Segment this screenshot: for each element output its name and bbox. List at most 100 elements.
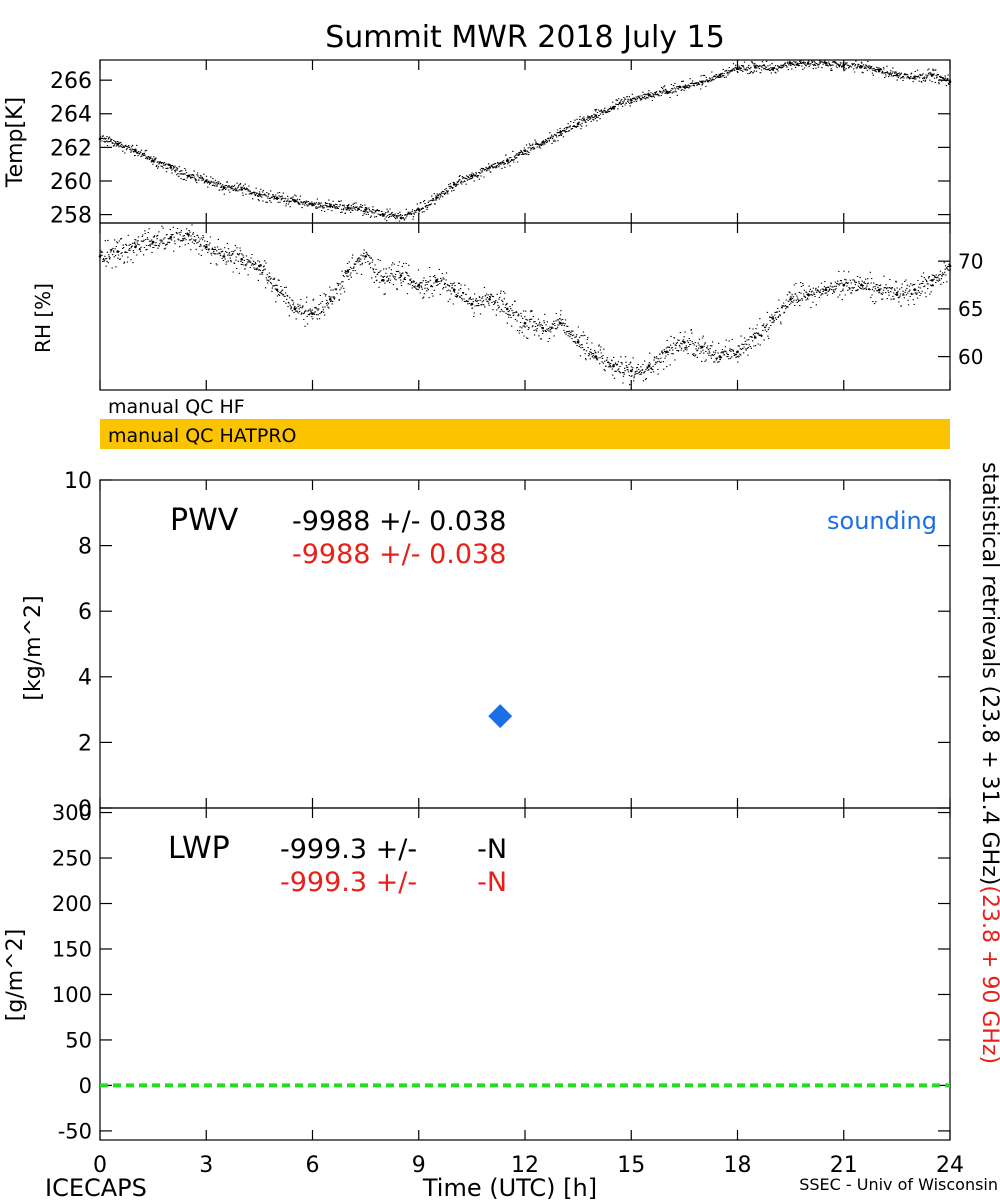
- qc-hatpro-bar: [100, 419, 950, 449]
- x-tick-label: 15: [617, 1153, 645, 1178]
- rh-point: [612, 364, 615, 368]
- lwp-label: LWP: [168, 831, 230, 866]
- lwp-ytick-label: 200: [52, 892, 92, 916]
- qc-hatpro-label: manual QC HATPRO: [108, 425, 297, 447]
- temp-ytick-label: 258: [50, 204, 92, 229]
- qc-hf-label: manual QC HF: [108, 396, 245, 418]
- rh-point: [311, 312, 314, 316]
- rh-point: [895, 293, 899, 296]
- rh-ylabel: RH [%]: [31, 283, 55, 353]
- pwv-ytick-labels: 0 2 4 6 8 10: [64, 469, 92, 822]
- footer-right: SSEC - Univ of Wisconsin: [799, 1175, 998, 1194]
- temp-point: [559, 131, 562, 134]
- x-tick-label: 6: [306, 1153, 320, 1178]
- lwp-panel: -50 0 50 100 150 200 250 300 [g/m^2] LWP -999.3…: [3, 801, 951, 1143]
- lwp-stat-black: -999.3 +/- -N: [280, 834, 507, 865]
- right-label-black: statistical retrievals (23.8 + 31.4 GHz): [977, 462, 1000, 885]
- temp-frame: [99, 59, 951, 224]
- temp-ytick-labels: 258 260 262 264 266: [50, 69, 92, 228]
- x-axis-label: Time (UTC) [h]: [422, 1174, 597, 1200]
- temp-ytick-label: 264: [50, 103, 92, 128]
- x-tick-label: 24: [936, 1153, 964, 1178]
- lwp-ytick-labels: -50 0 50 100 150 200 250 300: [52, 801, 92, 1143]
- pwv-ytick-label: 4: [78, 666, 92, 691]
- x-tick-label: 0: [93, 1153, 107, 1178]
- rh-points: [98, 224, 952, 386]
- pwv-points: [488, 704, 513, 729]
- rh-point: [931, 279, 934, 282]
- pwv-ytick-label: 6: [78, 600, 92, 625]
- rh-panel: 60 65 70 RH [%]: [31, 222, 983, 391]
- right-vertical-label: statistical retrievals (23.8 + 31.4 GHz)…: [977, 462, 1000, 1064]
- x-axis: 0 3 6 9 12 15 18 21 24: [93, 60, 964, 1178]
- figure-title: Summit MWR 2018 July 15: [325, 20, 725, 55]
- pwv-ytick-label: 8: [78, 535, 92, 560]
- rh-point: [399, 274, 403, 277]
- pwv-ytick-label: 2: [78, 731, 92, 756]
- sounding-legend: sounding: [827, 507, 937, 535]
- lwp-ytick-label: 250: [52, 847, 92, 871]
- lwp-ylabel: [g/m^2]: [3, 929, 28, 1021]
- lwp-ytick-label: 0: [79, 1074, 92, 1098]
- temp-point: [594, 114, 598, 117]
- rh-point: [523, 321, 527, 325]
- rh-point: [346, 269, 350, 273]
- rh-point: [452, 288, 456, 292]
- lwp-ytick-label: 50: [65, 1029, 92, 1053]
- rh-point: [488, 298, 491, 301]
- lwp-ytick-label: 300: [52, 801, 92, 825]
- temp-points: [98, 60, 952, 222]
- lwp-ytick-label: -50: [58, 1119, 92, 1143]
- x-tick-label: 3: [199, 1153, 213, 1178]
- rh-point: [151, 240, 155, 244]
- temp-ytick-label: 262: [50, 136, 92, 161]
- temp-ytick-label: 266: [50, 69, 92, 94]
- pwv-stat-black: -9988 +/- 0.038: [292, 506, 506, 537]
- rh-point: [789, 298, 792, 301]
- temp-point: [364, 208, 367, 211]
- pwv-ylabel: [kg/m^2]: [21, 595, 46, 700]
- pwv-panel: 0 2 4 6 8 10 [kg/m^2] PWV -9988 +/- 0.038 -99…: [21, 469, 951, 822]
- temp-ytick-label: 260: [50, 170, 92, 195]
- rh-ytick-label: 60: [958, 345, 983, 369]
- rh-trace: [100, 224, 951, 386]
- temp-point: [630, 99, 633, 102]
- rh-point: [683, 341, 686, 344]
- rh-point: [328, 298, 332, 301]
- pwv-ytick-label: 10: [64, 469, 92, 494]
- rh-point: [647, 364, 651, 368]
- lwp-stat-red: -999.3 +/- -N: [280, 867, 507, 898]
- rh-point: [753, 336, 757, 339]
- temp-trace: [100, 60, 951, 222]
- sounding-point: [488, 704, 513, 729]
- rh-frame: [99, 222, 951, 391]
- pwv-ytick-label: 0: [78, 797, 92, 822]
- x-tick-label: 9: [412, 1153, 426, 1178]
- rh-point: [240, 258, 243, 261]
- lwp-ytick-label: 150: [52, 938, 92, 962]
- x-tick-label: 18: [724, 1153, 752, 1178]
- rh-point: [506, 307, 509, 311]
- right-label-red: (23.8 + 90 GHz): [977, 885, 1000, 1064]
- pwv-stat-red: -9988 +/- 0.038: [292, 539, 506, 570]
- x-tick-label: 12: [511, 1153, 539, 1178]
- pwv-label: PWV: [170, 503, 239, 538]
- footer-left: ICECAPS: [45, 1174, 147, 1200]
- temp-ticks: [100, 79, 950, 216]
- rh-point: [169, 236, 173, 239]
- temp-panel: 258 260 262 264 266 Temp[K]: [3, 59, 952, 229]
- rh-ytick-label: 70: [958, 249, 983, 273]
- rh-point: [948, 264, 952, 268]
- temp-point: [346, 206, 350, 210]
- temp-ylabel: Temp[K]: [3, 97, 28, 188]
- rh-ytick-label: 65: [958, 297, 983, 321]
- rh-point: [559, 321, 562, 325]
- rh-ticks: [938, 260, 950, 358]
- lwp-ytick-label: 100: [52, 983, 92, 1007]
- temp-point: [753, 65, 757, 68]
- qc-bars: manual QC HF manual QC HATPRO: [100, 396, 950, 449]
- rh-ytick-labels: 60 65 70: [958, 249, 983, 368]
- x-tick-label: 21: [830, 1153, 858, 1178]
- rh-point: [630, 369, 633, 373]
